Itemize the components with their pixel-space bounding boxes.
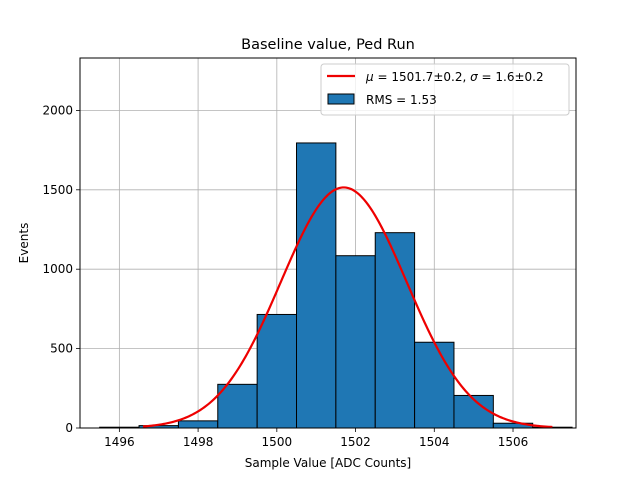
x-tick-label: 1496 bbox=[104, 435, 135, 449]
y-axis-label: Events bbox=[17, 223, 31, 264]
gaussian-fit-curve bbox=[142, 186, 553, 429]
legend-histogram-label: RMS = 1.53 bbox=[366, 93, 437, 107]
histogram-bar bbox=[296, 142, 337, 429]
plot-frame bbox=[79, 57, 577, 429]
chart-title: Baseline value, Ped Run bbox=[241, 37, 415, 53]
y-tick-label: 500 bbox=[50, 342, 73, 356]
y-axis-ticks: 0 500 1000 1500 2000 bbox=[42, 103, 80, 435]
legend-mu-symbol: μ bbox=[365, 70, 374, 84]
histogram-bar bbox=[177, 420, 219, 429]
histogram-bar bbox=[453, 394, 494, 429]
legend-sigma-symbol: σ bbox=[470, 70, 478, 84]
y-tick-label: 1500 bbox=[42, 183, 73, 197]
x-tick-label: 1504 bbox=[419, 435, 450, 449]
x-axis-label: Sample Value [ADC Counts] bbox=[245, 456, 411, 470]
legend-box bbox=[320, 63, 570, 116]
histogram-bar bbox=[374, 232, 416, 429]
x-tick-label: 1506 bbox=[498, 435, 529, 449]
histogram-bar bbox=[335, 255, 376, 429]
x-tick-label: 1498 bbox=[183, 435, 214, 449]
y-tick-label: 2000 bbox=[42, 103, 73, 117]
legend-fit-label: μ = 1501.7±0.2, σ = 1.6±0.2 bbox=[365, 70, 544, 84]
x-tick-label: 1500 bbox=[262, 435, 293, 449]
x-tick-label: 1502 bbox=[340, 435, 371, 449]
y-tick-label: 1000 bbox=[42, 262, 73, 276]
fit-curve-group bbox=[142, 186, 553, 429]
histogram-bar bbox=[217, 383, 258, 429]
histogram-bars bbox=[99, 142, 573, 429]
histogram-bar bbox=[414, 341, 455, 429]
x-axis-ticks: 1496 1498 1500 1502 1504 1506 bbox=[104, 428, 528, 449]
legend: μ = 1501.7±0.2, σ = 1.6±0.2 RMS = 1.53 bbox=[320, 63, 570, 116]
histogram-bar bbox=[256, 313, 298, 429]
legend-mu-value: = 1501.7±0.2, bbox=[374, 70, 470, 84]
y-tick-label: 0 bbox=[65, 421, 73, 435]
legend-histogram-swatch bbox=[327, 93, 355, 105]
legend-sigma-value: = 1.6±0.2 bbox=[478, 70, 544, 84]
